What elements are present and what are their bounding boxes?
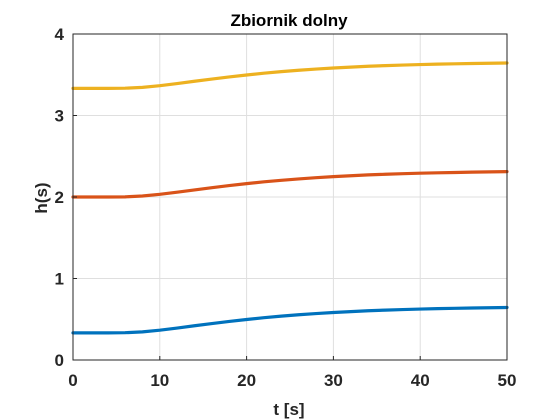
x-tick-label: 40 xyxy=(411,371,430,390)
x-tick-label: 0 xyxy=(68,371,77,390)
y-axis-label: h(s) xyxy=(32,182,51,213)
x-tick-label: 10 xyxy=(150,371,169,390)
chart-title: Zbiornik dolny xyxy=(230,11,348,30)
y-tick-label: 4 xyxy=(55,25,65,44)
series-group xyxy=(71,61,509,335)
y-tick-label: 0 xyxy=(55,351,64,370)
x-tick-label: 50 xyxy=(498,371,517,390)
series-line-1 xyxy=(71,305,509,335)
y-tick-label: 3 xyxy=(55,107,64,126)
x-tick-label: 30 xyxy=(324,371,343,390)
y-tick-label: 1 xyxy=(55,270,64,289)
y-tick-label: 2 xyxy=(55,188,64,207)
series-line-2 xyxy=(71,170,509,199)
x-axis-label: t [s] xyxy=(273,400,304,419)
series-line-3 xyxy=(71,61,509,90)
x-tick-label: 20 xyxy=(237,371,256,390)
ticks-group: 0 10 20 30 40 50 0 1 2 3 4 xyxy=(55,25,517,390)
